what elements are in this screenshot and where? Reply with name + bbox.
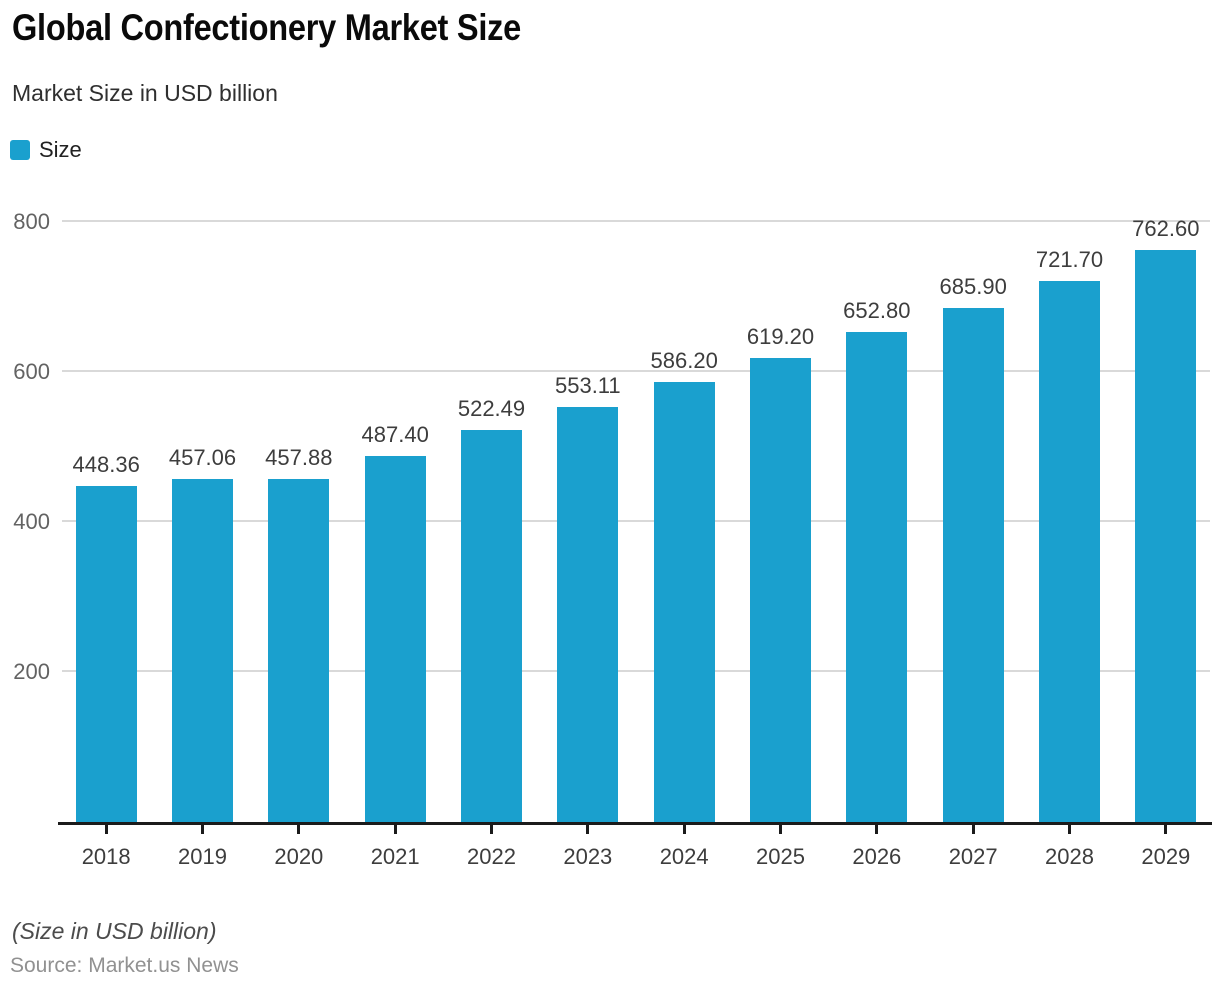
source-text: Source: Market.us News: [10, 954, 239, 977]
bar-value-label: 721.70: [1035, 246, 1104, 272]
x-axis-label: 2022: [467, 844, 516, 869]
x-axis-label: 2026: [852, 844, 902, 869]
x-axis-label: 2019: [178, 844, 227, 869]
bar-value-label: 487.40: [361, 422, 429, 448]
x-axis-label: 2020: [274, 844, 324, 869]
gridline: [62, 670, 1210, 672]
bar[interactable]: [557, 407, 619, 822]
y-axis-label: 800: [13, 209, 50, 234]
bar-value-label: 652.80: [843, 298, 911, 324]
y-axis-label: 600: [13, 359, 50, 384]
bar-value-label: 685.90: [939, 273, 1007, 299]
bar[interactable]: [172, 479, 233, 822]
legend-item-size[interactable]: Size: [10, 138, 82, 162]
x-axis-label: 2027: [948, 844, 998, 869]
gridline: [62, 520, 1210, 522]
footer-note: (Size in USD billion): [12, 918, 217, 944]
bar-value-label: 448.36: [72, 451, 140, 477]
x-axis-label: 2025: [756, 844, 805, 869]
bar-value-label: 457.88: [265, 444, 333, 470]
x-axis-tick: [586, 825, 590, 834]
x-axis-tick: [104, 825, 108, 834]
bar[interactable]: [942, 307, 1004, 822]
bar-value-label: 762.60: [1132, 216, 1200, 242]
bar[interactable]: [268, 478, 330, 822]
x-axis-label: 2023: [563, 844, 613, 869]
y-axis-label: 400: [13, 509, 50, 534]
bar-value-label: 457.06: [168, 445, 237, 471]
x-axis-tick: [1164, 825, 1168, 834]
x-axis-label: 2021: [370, 844, 420, 869]
x-axis-label: 2029: [1141, 844, 1191, 869]
gridline: [62, 370, 1210, 372]
x-axis-label: 2018: [81, 844, 131, 869]
bar[interactable]: [75, 485, 137, 822]
bar[interactable]: [1135, 250, 1197, 822]
x-axis-label: 2028: [1045, 844, 1094, 869]
chart-subtitle: Market Size in USD billion: [12, 80, 278, 106]
bar-value-label: 619.20: [746, 323, 815, 349]
bar-value-label: 522.49: [457, 396, 526, 422]
bar[interactable]: [750, 357, 811, 822]
legend-swatch-icon: [10, 140, 30, 160]
x-axis-tick: [779, 825, 782, 834]
x-axis-tick: [297, 825, 301, 834]
bar[interactable]: [364, 456, 426, 822]
bar[interactable]: [846, 332, 908, 822]
x-axis-label: 2024: [659, 844, 709, 869]
bar[interactable]: [1039, 280, 1100, 822]
bar-value-label: 586.20: [650, 348, 718, 374]
x-axis-tick: [490, 825, 493, 834]
bar[interactable]: [461, 430, 522, 822]
x-axis-line: [58, 822, 1212, 825]
plot-area: 200 400 600 800 448.36 2018 457.06 2019 457.88 20…: [13, 200, 1214, 869]
x-axis-tick: [875, 825, 879, 834]
x-axis-tick: [971, 825, 975, 834]
chart-title: Global Confectionery Market Size: [12, 7, 522, 48]
bar[interactable]: [653, 382, 715, 822]
x-axis-tick: [1068, 825, 1071, 834]
x-axis-tick: [201, 825, 204, 834]
x-axis-tick: [393, 825, 397, 834]
legend-item-label: Size: [39, 137, 82, 162]
gridline: [62, 220, 1210, 222]
y-axis-label: 200: [13, 659, 50, 684]
bar-value-label: 553.11: [554, 373, 621, 399]
x-axis-tick: [682, 825, 686, 834]
